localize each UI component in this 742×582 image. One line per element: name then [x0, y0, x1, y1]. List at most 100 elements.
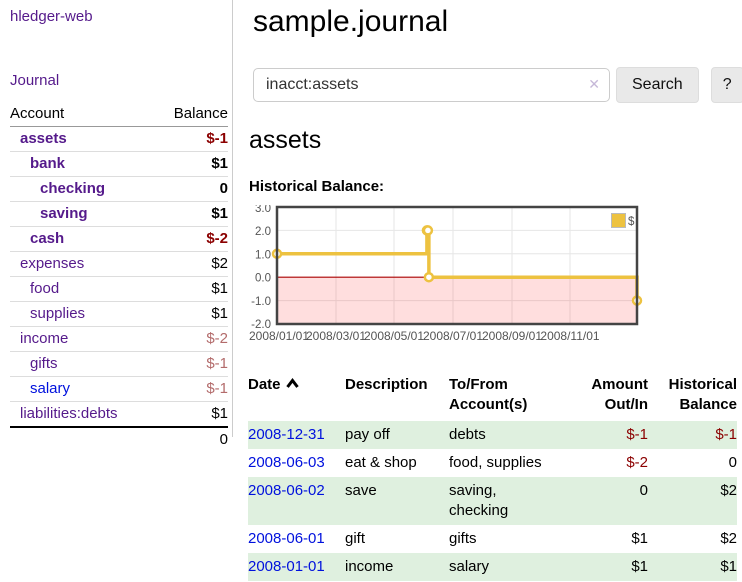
sidebar-item-journal[interactable]: Journal: [10, 72, 60, 89]
transaction-accounts: food, supplies: [449, 454, 542, 471]
sort-by-date-link[interactable]: Date: [248, 376, 299, 393]
account-link-salary[interactable]: salary: [30, 380, 71, 397]
page-title: sample.journal: [253, 5, 449, 38]
plot-border: [275, 205, 639, 326]
transaction-date-link[interactable]: 2008-01-01: [248, 558, 325, 575]
app-brand-link[interactable]: hledger-web: [10, 8, 93, 25]
svg-text:2.0: 2.0: [255, 226, 271, 238]
transaction-amount: $-1: [626, 426, 648, 443]
x-axis-labels: 2008/01/01 2008/03/01 2008/05/01 2008/07…: [249, 329, 600, 343]
sidebar: hledger-web Journal Account Balance asse…: [0, 0, 233, 452]
chart-title: Historical Balance:: [249, 178, 385, 195]
svg-text:2008/05/01: 2008/05/01: [364, 329, 424, 343]
register-header-row: Date Description To/From Account(s) Amou…: [248, 373, 737, 421]
account-balance: $1: [154, 151, 228, 177]
accounts-table: Account Balance assets $-1 bank $1 check…: [10, 103, 228, 452]
account-balance: $-2: [154, 226, 228, 252]
transaction-accounts: saving, checking: [449, 482, 509, 519]
account-balance: $1: [154, 301, 228, 327]
transaction-balance: $2: [720, 530, 737, 547]
search-bar: ✕ Search ?: [253, 67, 742, 103]
chart-legend: $: [611, 213, 635, 228]
accounts-total-value: 0: [154, 426, 228, 452]
register-row: 2008-06-03 eat & shop food, supplies $-2…: [248, 449, 737, 477]
account-row: saving $1: [10, 201, 228, 227]
account-balance: $2: [154, 251, 228, 277]
account-link-food[interactable]: food: [30, 280, 60, 297]
transaction-balance: 0: [728, 454, 737, 471]
account-balance: $1: [154, 276, 228, 302]
transaction-amount: $-2: [626, 454, 648, 471]
account-link-saving[interactable]: saving: [40, 205, 88, 222]
legend-label: $: [628, 216, 635, 228]
account-link-bank[interactable]: bank: [30, 155, 66, 172]
negative-region: [277, 277, 637, 324]
svg-text:-1.0: -1.0: [251, 296, 271, 308]
transaction-description: pay off: [345, 426, 390, 443]
svg-text:3.0: 3.0: [255, 205, 271, 215]
account-row: gifts $-1: [10, 351, 228, 377]
account-balance: $1: [154, 401, 228, 428]
account-link-cash[interactable]: cash: [30, 230, 65, 247]
transaction-amount: $1: [631, 530, 648, 547]
register-row: 2008-01-01 income salary $1 $1: [248, 553, 737, 581]
account-row: assets $-1: [10, 126, 228, 152]
transaction-balance: $2: [720, 482, 737, 499]
account-balance: $-1: [154, 376, 228, 402]
account-link-liabilities-debts[interactable]: liabilities:debts: [20, 405, 118, 422]
transaction-date-link[interactable]: 2008-06-01: [248, 530, 325, 547]
account-row: food $1: [10, 276, 228, 302]
svg-text:2008/07/01: 2008/07/01: [423, 329, 483, 343]
svg-text:2008/11/01: 2008/11/01: [540, 329, 599, 343]
historical-balance-chart: $ 3.0 2.0 1.0 0.0 -1.0 -2.0 2008/01/01 2…: [249, 205, 643, 343]
account-balance: $-2: [154, 326, 228, 352]
transaction-date-link[interactable]: 2008-12-31: [248, 426, 325, 443]
register-row: 2008-12-31 pay off debts $-1 $-1: [248, 421, 737, 449]
svg-text:2008/03/01: 2008/03/01: [306, 329, 366, 343]
legend-swatch-icon: [611, 213, 626, 228]
account-link-income[interactable]: income: [20, 330, 69, 347]
account-heading: assets: [249, 126, 322, 154]
account-row: liabilities:debts $1: [10, 401, 228, 428]
clear-search-icon[interactable]: ✕: [588, 76, 600, 92]
svg-text:0.0: 0.0: [255, 273, 271, 285]
help-button[interactable]: ?: [710, 67, 742, 103]
search-button[interactable]: Search: [616, 67, 699, 103]
account-link-checking[interactable]: checking: [40, 180, 106, 197]
transaction-description: save: [345, 482, 377, 499]
main-content: sample.journal ✕ Search ? assets Histori…: [234, 0, 742, 581]
register-header-amount: Amount Out/In: [591, 376, 648, 413]
svg-text:1.0: 1.0: [255, 249, 271, 261]
register-row: 2008-06-01 gift gifts $1 $2: [248, 525, 737, 553]
account-row: expenses $2: [10, 251, 228, 277]
account-row: cash $-2: [10, 226, 228, 252]
accounts-total-row: 0: [10, 426, 228, 452]
account-link-expenses[interactable]: expenses: [20, 255, 85, 272]
account-row: checking 0: [10, 176, 228, 202]
accounts-header-balance: Balance: [154, 103, 228, 127]
transaction-date-link[interactable]: 2008-06-03: [248, 454, 325, 471]
y-axis-labels: 3.0 2.0 1.0 0.0 -1.0 -2.0: [251, 205, 271, 331]
svg-text:-2.0: -2.0: [251, 319, 271, 331]
svg-text:2008/01/01: 2008/01/01: [249, 329, 309, 343]
account-balance: 0: [154, 176, 228, 202]
account-link-assets[interactable]: assets: [20, 130, 67, 147]
register-row: 2008-06-02 save saving, checking 0 $2: [248, 477, 737, 525]
account-row: supplies $1: [10, 301, 228, 327]
transaction-amount: $1: [631, 558, 648, 575]
account-row: bank $1: [10, 151, 228, 177]
transaction-balance: $1: [720, 558, 737, 575]
transaction-balance: $-1: [715, 426, 737, 443]
transaction-accounts: gifts: [449, 530, 477, 547]
account-link-gifts[interactable]: gifts: [30, 355, 58, 372]
register-header-description: Description: [345, 376, 428, 393]
transaction-date-link[interactable]: 2008-06-02: [248, 482, 325, 499]
account-link-supplies[interactable]: supplies: [30, 305, 86, 322]
transaction-amount: 0: [639, 482, 648, 499]
transaction-accounts: debts: [449, 426, 486, 443]
account-balance: $-1: [154, 351, 228, 377]
transaction-description: gift: [345, 530, 366, 547]
account-row: salary $-1: [10, 376, 228, 402]
search-input[interactable]: [253, 68, 610, 102]
sort-ascending-icon: [285, 375, 299, 395]
